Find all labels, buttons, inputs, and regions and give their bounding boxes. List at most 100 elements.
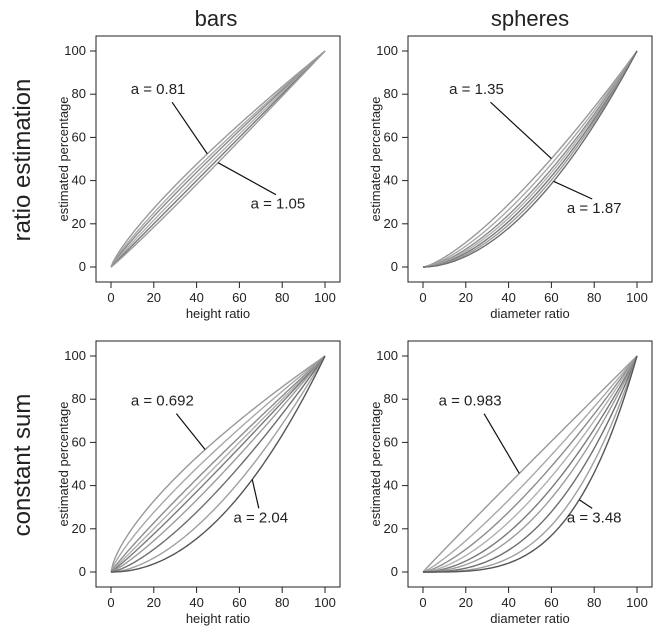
y-tick-label: 0	[391, 259, 398, 274]
annotation-leader	[483, 413, 520, 474]
y-tick-label: 60	[72, 434, 86, 449]
x-tick-label: 80	[275, 595, 289, 610]
x-tick-label: 100	[626, 290, 648, 305]
curve-a-0.92	[110, 355, 326, 573]
row-title-constant-sum: constant sum	[9, 394, 36, 537]
annotation-label: a = 3.48	[567, 509, 622, 526]
x-tick-label: 60	[232, 595, 246, 610]
y-axis-label: estimated percentage	[368, 96, 383, 221]
row-title-ratio-estimation: ratio estimation	[9, 79, 36, 242]
x-axis-label: diameter ratio	[490, 306, 569, 321]
annotation-leader	[171, 101, 208, 155]
x-tick-label: 20	[147, 595, 161, 610]
x-tick-label: 80	[275, 290, 289, 305]
plot-frame	[407, 35, 653, 283]
curve-a-0.9	[110, 50, 326, 268]
y-tick-label: 20	[72, 216, 86, 231]
curve-a-0.81	[110, 50, 326, 268]
curve-a-1.2	[110, 355, 326, 573]
annotation-label: a = 1.35	[449, 81, 504, 98]
y-tick-label: 40	[384, 478, 398, 493]
x-tick-label: 40	[501, 290, 515, 305]
y-axis-label: estimated percentage	[368, 401, 383, 526]
y-tick-label: 0	[79, 564, 86, 579]
curve-a-1	[110, 355, 326, 573]
x-axis-label: diameter ratio	[490, 611, 569, 626]
curve-a-1.4	[422, 355, 638, 573]
y-tick-label: 0	[79, 259, 86, 274]
x-tick-label: 40	[501, 595, 515, 610]
curve-a-3.48	[423, 355, 638, 573]
y-tick-label: 60	[384, 129, 398, 144]
curve-a-1.7	[422, 50, 638, 268]
y-tick-label: 20	[384, 216, 398, 231]
curve-a-0.86	[110, 50, 326, 268]
curve-a-1.7	[110, 355, 326, 573]
y-tick-label: 100	[376, 43, 398, 58]
y-tick-label: 40	[72, 173, 86, 188]
column-title-bars: bars	[195, 6, 238, 31]
annotation-label: a = 1.87	[567, 200, 622, 217]
annotation-leader	[175, 413, 206, 450]
y-tick-label: 80	[384, 86, 398, 101]
curve-a-2.5	[423, 355, 638, 573]
x-tick-label: 80	[587, 290, 601, 305]
annotation-leader	[553, 180, 593, 200]
annotation-label: a = 0.81	[131, 81, 186, 98]
curve-a-0.983	[422, 355, 638, 573]
annotation-leader	[217, 162, 277, 196]
curve-a-0.8	[110, 355, 326, 573]
curve-a-2.04	[110, 355, 326, 573]
x-tick-label: 80	[587, 595, 601, 610]
y-tick-label: 40	[384, 173, 398, 188]
y-axis-label: estimated percentage	[56, 96, 71, 221]
plot-frame	[95, 35, 341, 283]
curve-a-1	[110, 50, 326, 268]
y-tick-label: 60	[72, 129, 86, 144]
y-tick-label: 60	[384, 434, 398, 449]
panel-3: 0 20 40 60 80 100 0 20 40 60 80 100 height ratio esti…	[56, 340, 341, 626]
y-tick-label: 80	[72, 391, 86, 406]
y-tick-label: 80	[72, 86, 86, 101]
curve-a-1.78	[422, 50, 638, 268]
annotation-leader	[578, 499, 593, 509]
curve-a-1.87	[422, 50, 638, 268]
curve-a-1.4	[110, 355, 326, 573]
curve-a-1.45	[422, 50, 638, 268]
curve-a-1.85	[422, 355, 638, 573]
x-tick-label: 100	[314, 290, 336, 305]
panel-2: 0 20 40 60 80 100 0 20 40 60 80 100 diameter ratio es…	[368, 35, 653, 321]
curve-a-0.95	[110, 50, 326, 268]
curve-a-1.2	[422, 355, 638, 573]
x-tick-label: 100	[626, 595, 648, 610]
curve-a-0.692	[110, 355, 326, 573]
x-tick-label: 20	[459, 290, 473, 305]
x-tick-label: 40	[189, 290, 203, 305]
y-axis-label: estimated percentage	[56, 401, 71, 526]
column-title-spheres: spheres	[491, 6, 569, 31]
curve-a-1.6	[422, 355, 638, 573]
y-tick-label: 100	[64, 348, 86, 363]
y-tick-label: 40	[72, 478, 86, 493]
y-tick-label: 0	[391, 564, 398, 579]
annotation-label: a = 1.05	[251, 196, 306, 213]
curve-a-2.1	[422, 355, 638, 573]
curve-a-1.08	[110, 355, 326, 573]
y-tick-label: 20	[384, 521, 398, 536]
x-tick-label: 0	[107, 595, 114, 610]
x-tick-label: 60	[232, 290, 246, 305]
x-axis-label: height ratio	[186, 306, 250, 321]
x-tick-label: 20	[147, 290, 161, 305]
x-tick-label: 40	[189, 595, 203, 610]
y-tick-label: 80	[384, 391, 398, 406]
annotation-label: a = 0.983	[439, 393, 502, 410]
plot-frame	[95, 340, 341, 588]
panel-4: 0 20 40 60 80 100 0 20 40 60 80 100 diameter ratio es…	[368, 340, 653, 626]
plot-frame	[407, 340, 653, 588]
x-axis-label: height ratio	[186, 611, 250, 626]
curve-a-1.55	[422, 50, 638, 268]
y-tick-label: 100	[64, 43, 86, 58]
x-tick-label: 0	[419, 595, 426, 610]
x-tick-label: 0	[107, 290, 114, 305]
